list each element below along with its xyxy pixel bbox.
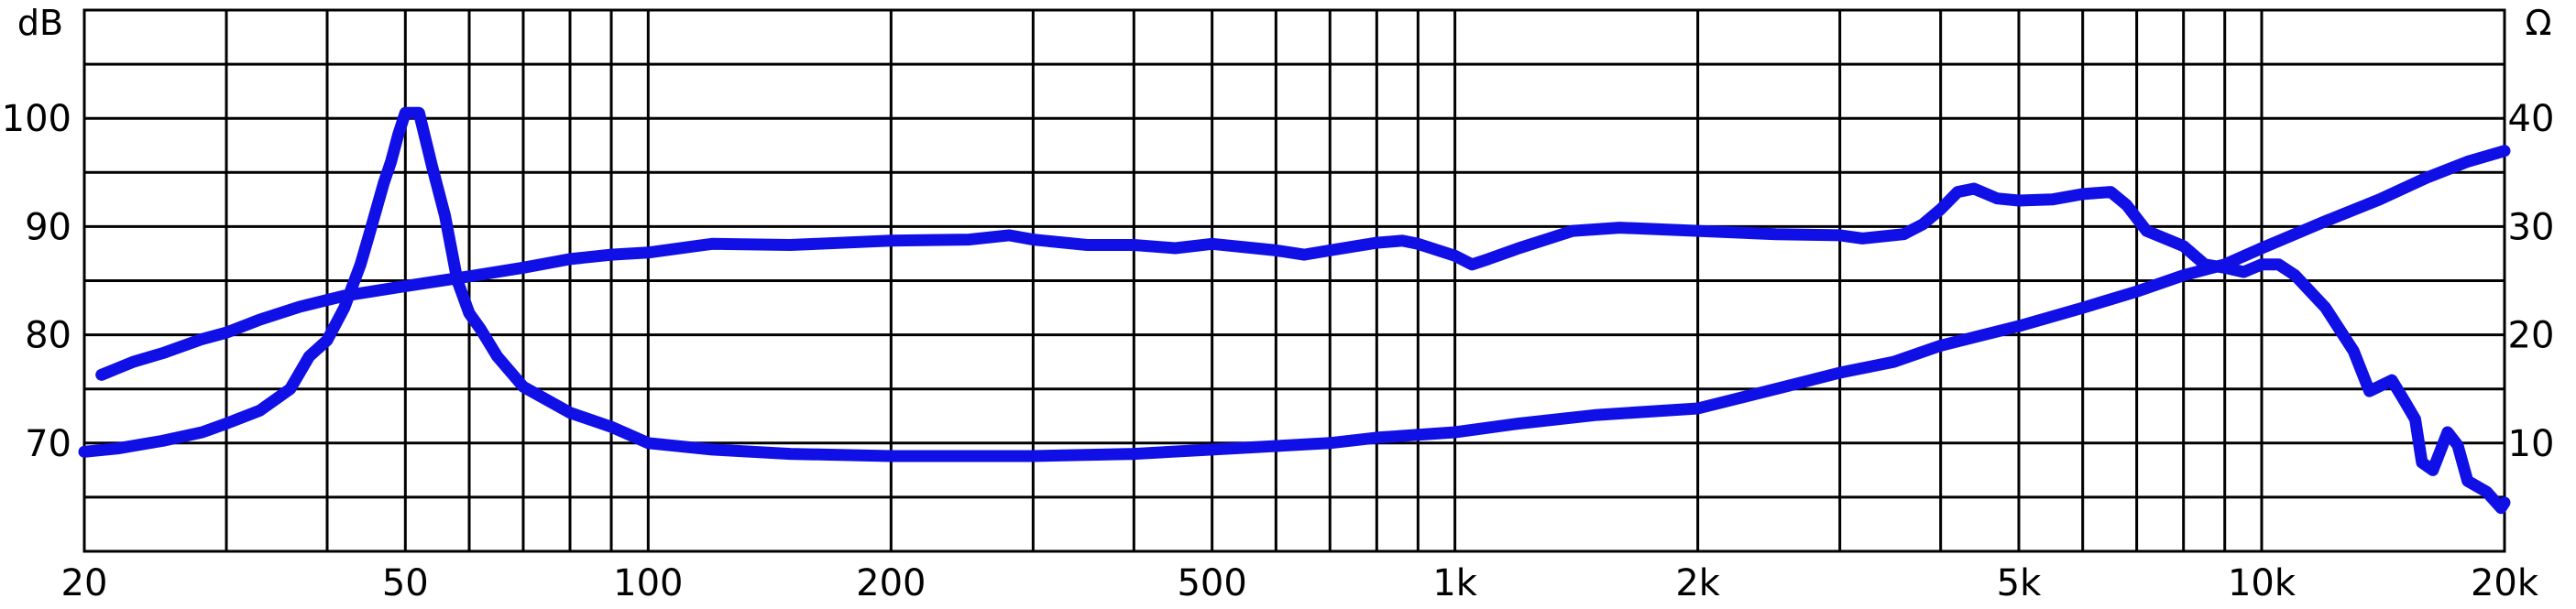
x-tick-label: 5k	[1997, 562, 2042, 604]
right-tick-label: 20	[2508, 315, 2555, 357]
right-tick-label: 30	[2508, 206, 2555, 248]
spl-curve	[95, 182, 2511, 515]
x-tick-label: 1k	[1432, 562, 1477, 604]
left-tick-label: 90	[25, 206, 71, 248]
left-axis-tick-labels: 70 80 90 100	[2, 98, 71, 465]
left-tick-label: 70	[25, 423, 71, 465]
series-layer	[78, 106, 2511, 515]
left-tick-label: 80	[25, 315, 71, 357]
left-axis-unit: dB	[17, 3, 63, 43]
right-tick-label: 40	[2508, 98, 2555, 140]
x-tick-label: 20k	[2471, 562, 2539, 604]
x-axis-tick-labels: 20 50 100 200 500 1k 2k 5k 10k 20k	[61, 562, 2539, 604]
x-tick-label: 50	[382, 562, 429, 604]
x-tick-label: 10k	[2228, 562, 2296, 604]
impedance-curve	[78, 106, 2511, 462]
right-axis-unit: Ω	[2525, 3, 2551, 43]
x-tick-label: 100	[613, 562, 683, 604]
x-tick-label: 500	[1177, 562, 1246, 604]
x-tick-label: 20	[61, 562, 108, 604]
left-tick-label: 100	[2, 98, 71, 140]
x-tick-label: 2k	[1675, 562, 1720, 604]
x-tick-label: 200	[856, 562, 926, 604]
right-axis-tick-labels: 10 20 30 40	[2508, 98, 2555, 465]
plot-frame	[82, 8, 2506, 553]
right-tick-label: 10	[2508, 423, 2555, 465]
